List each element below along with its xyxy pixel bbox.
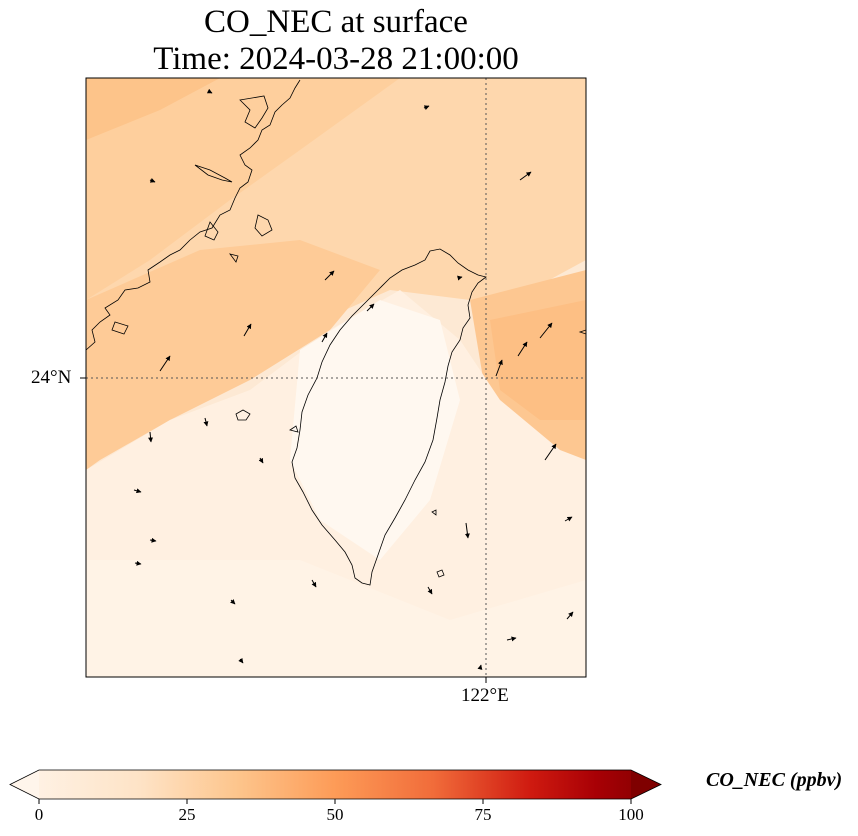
colorbar-tick-100: 100	[618, 805, 644, 824]
gridlines	[86, 78, 586, 677]
lat-label: 24°N	[31, 367, 72, 388]
coastlines	[86, 79, 586, 586]
colorbar-tick-75: 75	[474, 805, 492, 824]
colorbar-tick-50: 50	[326, 805, 344, 824]
colorbar-title: CO_NEC (ppbv)	[706, 769, 843, 791]
map-time: Time: 2024-03-28 21:00:00	[153, 41, 519, 77]
lon-label: 122°E	[461, 685, 509, 706]
map-title: CO_NEC at surface	[204, 4, 468, 40]
colorbar-tick-25: 25	[178, 805, 196, 824]
wind-vectors	[133, 88, 574, 670]
colorbar-tick-0: 0	[34, 805, 44, 824]
colorbar	[9, 769, 662, 804]
